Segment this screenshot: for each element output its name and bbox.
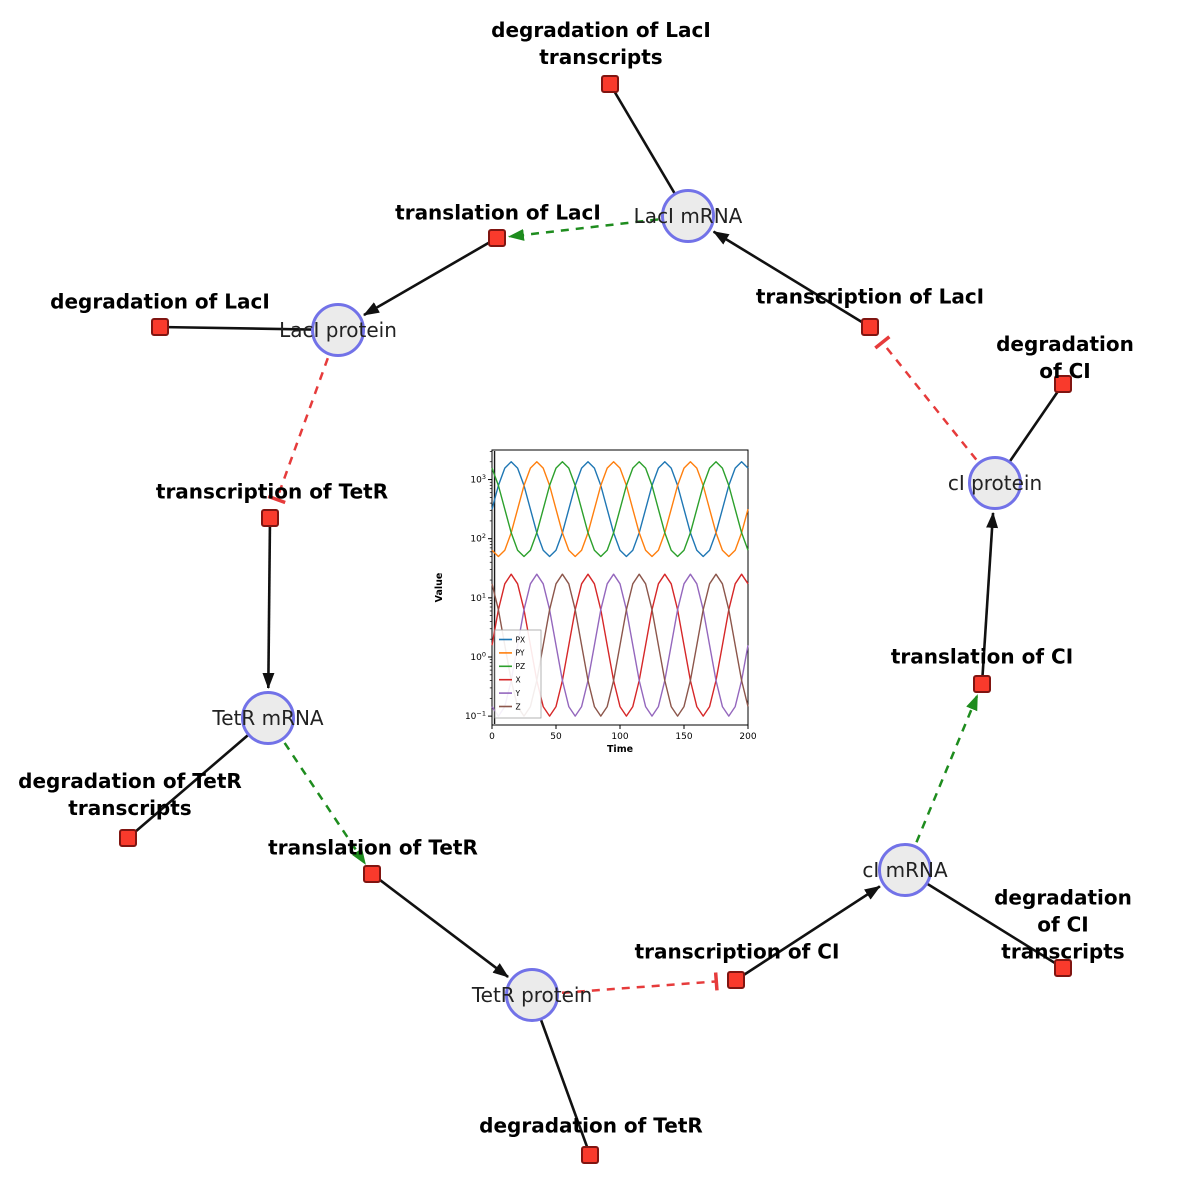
species-node-cI_protein: [968, 456, 1022, 510]
edge-production-transc_cI-to-cI_mRNA: [735, 885, 881, 982]
edge-consumption-lacI_protein-to-deg_lacI: [159, 325, 339, 332]
edge-production-transl_cI-to-cI_protein: [980, 511, 999, 685]
x-tick-label: 150: [675, 732, 692, 742]
reaction-node-transl_lacI: [488, 229, 506, 247]
edge-production-transl_tetR-to-tetR_protein: [371, 872, 509, 978]
legend-label-X: X: [516, 676, 521, 685]
reaction-label-deg_cI: degradation of CI: [996, 332, 1134, 383]
species-node-tetR_protein: [505, 968, 559, 1022]
chart-legend: PX PY PZ XYZ: [494, 629, 542, 719]
legend-label-PY: PY: [516, 649, 525, 658]
y-axis: 10−1 100 101 102 103: [465, 451, 492, 722]
reaction-node-deg_cI: [1054, 375, 1072, 393]
reaction-node-transc_lacI: [861, 318, 879, 336]
reaction-label-transc_cI: transcription of CI: [634, 939, 840, 964]
edge-consumption-tetR_mRNA-to-deg_tetR_tx: [127, 717, 269, 839]
reaction-label-deg_lacI: degradation of LacI: [50, 289, 270, 314]
species-label-tetR_protein: TetR protein: [471, 983, 593, 1007]
reaction-label-deg_lacI_tx: degradation of LacI transcripts: [491, 18, 711, 69]
edge-production-transl_lacI-to-lacI_protein: [363, 236, 498, 317]
reaction-label-transl_lacI: translation of LacI: [395, 200, 601, 225]
reaction-label-deg_tetR_tx: degradation of TetR transcripts: [18, 769, 242, 820]
edge-consumption-cI_mRNA-to-deg_cI_tx: [904, 868, 1064, 970]
legend-label-PZ: PZ: [516, 662, 526, 671]
y-tick-label: 103: [470, 473, 486, 486]
reaction-label-transc_lacI: transcription of LacI: [755, 284, 985, 309]
reaction-node-transc_tetR: [261, 509, 279, 527]
y-tick-label: 10−1: [465, 710, 486, 723]
species-label-cI_protein: cI protein: [947, 471, 1043, 495]
legend-label-Z: Z: [516, 702, 521, 711]
edge-consumption-tetR_protein-to-deg_tetR: [530, 994, 592, 1156]
edge-production-transc_tetR-to-tetR_mRNA: [262, 517, 275, 690]
species-label-lacI_protein: LacI protein: [279, 318, 397, 342]
series-line-PX: [491, 461, 749, 558]
reaction-label-transc_tetR: transcription of TetR: [155, 479, 389, 504]
edges-group: [127, 83, 1065, 1156]
species-node-lacI_mRNA: [661, 189, 715, 243]
series-line-PY: [491, 461, 749, 558]
edge-modifier-lacI_mRNA-to-transl_lacI: [507, 214, 689, 241]
species-label-tetR_mRNA: TetR mRNA: [212, 706, 324, 730]
x-tick-label: 100: [611, 732, 628, 742]
reaction-node-transl_cI: [973, 675, 991, 693]
time-series-chart-inset: 10−1 100 101 102 103 0 50 100 150 200 Time Value PX P…: [428, 444, 768, 760]
reaction-label-transl_cI: translation of CI: [890, 644, 1074, 669]
legend-label-PX: PX: [516, 635, 526, 644]
reaction-node-deg_cI_tx: [1054, 959, 1072, 977]
x-tick-label: 200: [739, 732, 756, 742]
y-tick-label: 101: [470, 591, 486, 604]
reaction-node-deg_lacI_tx: [601, 75, 619, 93]
edge-modifier-cI_mRNA-to-transl_cI: [903, 694, 979, 871]
reaction-label-transl_tetR: translation of TetR: [268, 835, 478, 860]
reaction-node-deg_tetR_tx: [119, 829, 137, 847]
x-tick-label: 50: [550, 732, 562, 742]
reaction-label-deg_tetR: degradation of TetR: [479, 1113, 703, 1138]
legend-label-Y: Y: [515, 689, 521, 698]
reaction-node-transc_cI: [727, 971, 745, 989]
edge-inhibition-tetR_protein-to-transc_cI: [531, 972, 719, 997]
y-tick-label: 102: [470, 532, 486, 545]
y-axis-label: Value: [434, 573, 445, 603]
x-axis-label: Time: [607, 744, 633, 755]
reaction-node-transl_tetR: [363, 865, 381, 883]
x-axis: 0 50 100 150 200: [489, 725, 757, 742]
edge-production-transc_lacI-to-lacI_mRNA: [712, 230, 871, 329]
series-line-Y: [491, 573, 749, 717]
species-label-lacI_mRNA: LacI mRNA: [633, 204, 743, 228]
series-line-PZ: [491, 461, 749, 558]
reaction-node-deg_lacI: [151, 318, 169, 336]
species-node-cI_mRNA: [878, 843, 932, 897]
species-label-cI_mRNA: cI mRNA: [862, 858, 948, 882]
y-tick-label: 100: [470, 650, 486, 663]
species-node-tetR_mRNA: [241, 691, 295, 745]
reaction-label-deg_cI_tx: degradation of CI transcripts: [994, 885, 1132, 964]
species-node-lacI_protein: [311, 303, 365, 357]
reaction-node-deg_tetR: [581, 1146, 599, 1164]
x-tick-label: 0: [489, 732, 495, 742]
